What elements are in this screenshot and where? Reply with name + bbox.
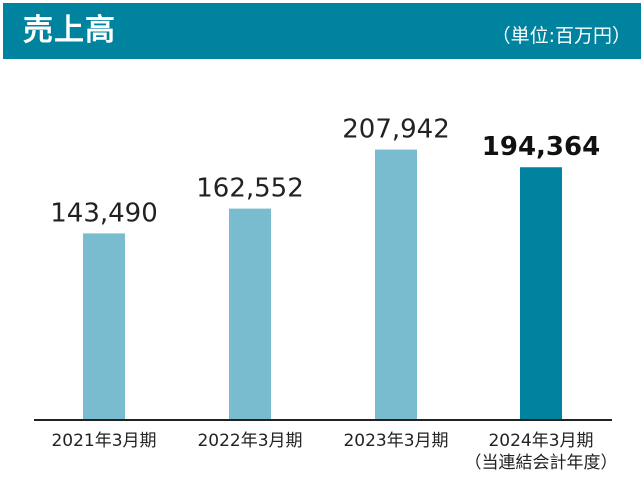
chart-header: 売上高 （単位:百万円） [3,3,641,59]
x-tick-label-3: 2023年3月期 [343,431,448,451]
value-label-1: 143,490 [50,198,158,228]
value-label-2: 162,552 [196,174,304,204]
x-tick-label-4: 2024年3月期 [488,431,593,451]
bar-3 [375,149,417,420]
value-label-3: 207,942 [342,115,450,145]
bar-1 [83,233,125,420]
bar-2 [229,208,271,420]
chart-title: 売上高 [23,13,116,48]
x-tick-sublabel-4: （当連結会計年度） [465,453,618,473]
bar-4 [520,167,562,420]
unit-label: （単位:百万円） [491,25,631,47]
x-tick-label-2: 2022年3月期 [197,431,302,451]
value-label-4: 194,364 [482,132,600,162]
x-tick-label-1: 2021年3月期 [51,431,156,451]
